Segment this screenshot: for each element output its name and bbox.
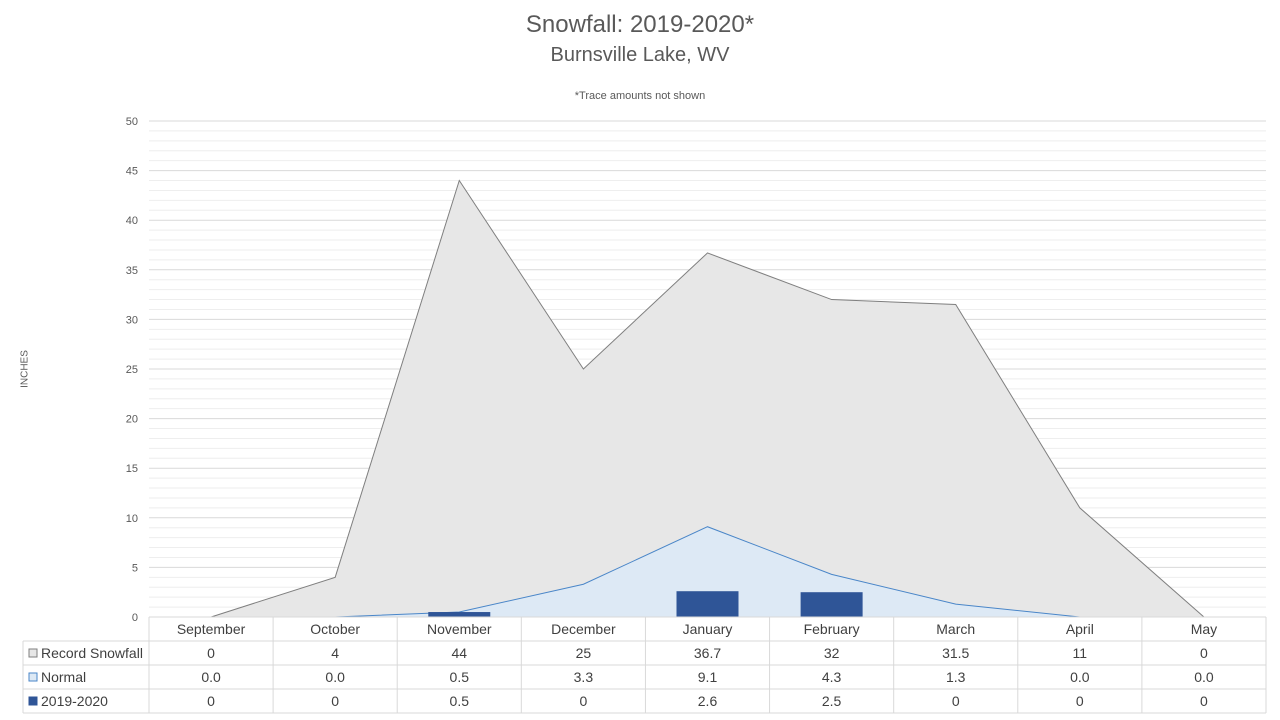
data-cell-record-snowfall-may: 0 bbox=[1200, 645, 1208, 661]
y-tick-label: 45 bbox=[126, 166, 138, 178]
line-normal bbox=[211, 526, 1204, 618]
legend-key-2019-2020 bbox=[28, 696, 38, 706]
data-cell-normal-november: 0.5 bbox=[450, 669, 470, 685]
y-tick-label: 20 bbox=[126, 414, 138, 426]
data-cell-2019-2020-october: 0 bbox=[331, 693, 339, 709]
y-tick-label: 10 bbox=[126, 513, 138, 525]
y-tick-label: 15 bbox=[126, 463, 138, 475]
data-cell-record-snowfall-april: 11 bbox=[1073, 645, 1088, 661]
bar-2019-2020-november bbox=[428, 612, 491, 617]
data-cell-normal-april: 0.0 bbox=[1070, 669, 1090, 685]
data-cell-record-snowfall-september: 0 bbox=[207, 645, 215, 661]
data-cell-record-snowfall-january: 36.7 bbox=[694, 645, 721, 661]
category-label-may: May bbox=[1191, 621, 1217, 637]
data-cell-normal-may: 0.0 bbox=[1194, 669, 1214, 685]
data-cell-normal-december: 3.3 bbox=[574, 669, 594, 685]
data-cell-normal-october: 0.0 bbox=[325, 669, 345, 685]
legend-label-record-snowfall: Record Snowfall bbox=[41, 645, 143, 661]
data-cell-normal-september: 0.0 bbox=[201, 669, 221, 685]
bar-2019-2020-february bbox=[800, 592, 863, 617]
line-record-snowfall bbox=[210, 179, 1205, 618]
area-normal bbox=[211, 526, 1204, 617]
legend-key-normal bbox=[28, 672, 38, 682]
data-cell-normal-march: 1.3 bbox=[946, 669, 966, 685]
data-cell-2019-2020-march: 0 bbox=[952, 693, 960, 709]
legend-key-record-snowfall bbox=[28, 648, 38, 658]
category-label-december: December bbox=[551, 621, 616, 637]
chart-title: Snowfall: 2019-2020* bbox=[525, 11, 755, 38]
data-cell-2019-2020-november: 0.5 bbox=[450, 693, 470, 709]
data-cell-2019-2020-february: 2.5 bbox=[822, 693, 842, 709]
category-label-september: September bbox=[177, 621, 246, 637]
category-label-april: April bbox=[1066, 621, 1094, 637]
data-cell-2019-2020-december: 0 bbox=[579, 693, 587, 709]
category-label-march: March bbox=[936, 621, 975, 637]
bar-2019-2020-january bbox=[676, 591, 739, 617]
y-tick-label: 50 bbox=[126, 116, 138, 128]
chart-subtitle: Burnsville Lake, WV bbox=[550, 44, 730, 66]
data-cell-2019-2020-september: 0 bbox=[207, 693, 215, 709]
chart-note: *Trace amounts not shown bbox=[574, 90, 706, 102]
area-record-snowfall bbox=[211, 180, 1204, 617]
legend-label-2019-2020: 2019-2020 bbox=[41, 693, 108, 709]
y-tick-label: 35 bbox=[126, 265, 138, 277]
legend-label-normal: Normal bbox=[41, 669, 86, 685]
y-tick-label: 30 bbox=[126, 314, 138, 326]
data-cell-2019-2020-may: 0 bbox=[1200, 693, 1208, 709]
data-cell-record-snowfall-march: 31.5 bbox=[942, 645, 969, 661]
data-cell-normal-february: 4.3 bbox=[822, 669, 842, 685]
category-label-october: October bbox=[310, 621, 360, 637]
y-tick-label: 40 bbox=[126, 215, 138, 227]
y-tick-label: 0 bbox=[132, 612, 138, 624]
y-tick-label: 5 bbox=[132, 562, 138, 574]
data-cell-2019-2020-april: 0 bbox=[1076, 693, 1084, 709]
category-label-february: February bbox=[804, 621, 860, 637]
data-cell-2019-2020-january: 2.6 bbox=[698, 693, 718, 709]
data-cell-record-snowfall-december: 25 bbox=[576, 645, 592, 661]
category-label-january: January bbox=[683, 621, 733, 637]
y-tick-label: 25 bbox=[126, 364, 138, 376]
data-cell-record-snowfall-february: 32 bbox=[824, 645, 840, 661]
data-cell-normal-january: 9.1 bbox=[698, 669, 718, 685]
data-cell-record-snowfall-october: 4 bbox=[331, 645, 339, 661]
category-label-november: November bbox=[427, 621, 492, 637]
data-cell-record-snowfall-november: 44 bbox=[451, 645, 467, 661]
